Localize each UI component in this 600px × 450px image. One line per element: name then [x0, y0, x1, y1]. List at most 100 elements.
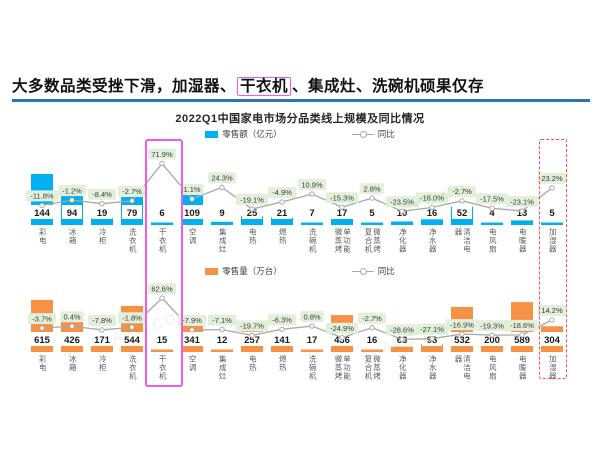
- value-微蒸烤复合机: 5: [369, 208, 375, 219]
- category-label-净化器: 净化器: [398, 228, 408, 254]
- bar-燃热: [271, 217, 293, 225]
- value-bg-洗碗机: [305, 205, 319, 219]
- yoy-marker-电暖器: [519, 332, 525, 338]
- yoy-label-bg-微蒸烤复合机: [358, 312, 386, 324]
- bar-净化器: [391, 346, 413, 352]
- yoy-label-净水器: -16.0%: [420, 194, 444, 203]
- yoy-label-bg-电暖器: [505, 319, 539, 331]
- yoy-label-bg-清洁电器: [448, 185, 476, 197]
- value-电暖器: 589: [514, 335, 530, 346]
- category-label-彩电: 彩电: [38, 355, 48, 372]
- value-干衣机: 6: [159, 208, 164, 219]
- value-冰箱: 426: [64, 335, 80, 346]
- category-label-电热: 电热: [248, 228, 258, 245]
- bar-净水器: [421, 343, 443, 352]
- chart-title: 2022Q1中国家电市场分品类线上规模及同比情况: [175, 113, 425, 125]
- legend-volume-line-label: 同比: [377, 266, 395, 276]
- yoy-label-bg-空调: [178, 314, 206, 326]
- bar-燃热: [271, 340, 293, 352]
- yoy-label-净水器: -27.1%: [420, 325, 444, 334]
- yoy-marker-集成灶: [219, 184, 225, 191]
- yoy-label-空调: 1.1%: [183, 185, 200, 194]
- yoy-label-bg-净化器: [385, 324, 419, 336]
- headline-underline: [12, 99, 590, 102]
- bar-冷柜: [91, 218, 113, 225]
- yoy-marker-电热: [249, 332, 255, 339]
- category-label-净水器: 净水器: [428, 355, 438, 381]
- category-label-集成灶: 集成灶: [218, 355, 228, 381]
- bar-加湿器: [541, 222, 563, 225]
- yoy-marker-冷柜: [99, 200, 105, 207]
- headline-prefix: 大多数品类受挫下滑，加湿器、: [12, 78, 237, 95]
- value-冷柜: 19: [97, 208, 108, 219]
- legend-item-volume-line: 同比: [351, 265, 395, 277]
- yoy-marker-洗衣机: [129, 198, 135, 204]
- yoy-label-bg-微蒸烤复合机: [360, 183, 384, 195]
- yoy-marker-空调: [189, 196, 195, 202]
- value-bg-集成灶: [215, 205, 229, 219]
- headline-highlighted-term: 干衣机: [240, 78, 289, 95]
- yoy-marker-电热: [249, 206, 255, 212]
- yoy-label-洗碗机: 10.9%: [301, 180, 323, 189]
- yoy-label-洗衣机: -1.8%: [122, 313, 142, 322]
- value-加湿器: 5: [549, 208, 555, 219]
- category-label-清洁电器: 清洁电器: [454, 355, 472, 381]
- legend-item-revenue-bar: 零售额（亿元）: [205, 128, 282, 140]
- value-洗碗机: 7: [309, 208, 314, 219]
- category-label-微蒸烤复合机: 微蒸烤复合机: [364, 228, 382, 254]
- value-bg-清洁电器: [452, 205, 472, 219]
- headline: 大多数品类受挫下滑，加湿器、 干衣机 、集成灶、洗碗机硕果仅存: [12, 74, 590, 97]
- yoy-label-电风扇: -17.5%: [480, 194, 504, 203]
- value-电风扇: 200: [484, 335, 500, 346]
- yoy-marker-净化器: [399, 336, 405, 343]
- yoy-label-bg-燃热: [268, 314, 296, 326]
- value-bg-冷柜: [88, 332, 116, 346]
- value-bg-彩电: [28, 205, 56, 219]
- yoy-marker-单功能微蒸烤: [339, 204, 345, 210]
- yoy-marker-燃热: [279, 199, 285, 205]
- yoy-label-集成灶: -7.1%: [212, 316, 232, 325]
- value-bg-加湿器: [538, 332, 566, 346]
- yoy-marker-燃热: [279, 326, 285, 332]
- yoy-label-冷柜: -8.4%: [92, 190, 112, 199]
- yoy-marker-洗衣机: [129, 324, 135, 330]
- bar-净水器: [421, 219, 443, 225]
- value-洗碗机: 17: [307, 335, 318, 346]
- value-洗衣机: 79: [127, 208, 138, 219]
- category-label-冷柜: 冷柜: [98, 228, 108, 245]
- yoy-label-bg-空调: [180, 183, 204, 195]
- yoy-label-bg-干衣机: [148, 148, 176, 160]
- bar-电暖器: [511, 220, 533, 225]
- bar-净化器: [391, 221, 413, 225]
- yoy-marker-电暖器: [519, 208, 525, 214]
- legend-revenue-line-label: 同比: [377, 129, 395, 139]
- yoy-marker-清洁电器: [459, 198, 465, 204]
- category-label-燃热: 燃热: [278, 355, 288, 372]
- value-bg-加湿器: [545, 205, 559, 219]
- yoy-label-bg-冷柜: [88, 188, 116, 200]
- yoy-markers-layer: [39, 160, 555, 214]
- yoy-marker-电风扇: [489, 205, 495, 211]
- yoy-label-净化器: -28.6%: [390, 326, 414, 335]
- yoy-line-swatch-icon: [351, 130, 374, 138]
- yoy-marker-洗碗机: [309, 191, 315, 197]
- value-bg-燃热: [268, 332, 296, 346]
- value-彩电: 144: [34, 208, 51, 219]
- yoy-label-bg-彩电: [28, 313, 56, 325]
- category-label-洗衣机: 洗衣机: [128, 355, 138, 381]
- yoy-label-燃热: -6.3%: [272, 315, 292, 324]
- category-label-洗衣机: 洗衣机: [128, 228, 138, 254]
- yoy-marker-冷柜: [99, 327, 105, 333]
- yoy-label-彩电: -11.8%: [30, 192, 54, 201]
- yoy-label-bg-加湿器: [538, 172, 566, 184]
- yoy-label-bg-电热: [235, 320, 269, 332]
- yoy-label-冰箱: 0.4%: [63, 312, 80, 321]
- value-单功能微蒸烤: 436: [334, 335, 350, 346]
- value-冷柜: 171: [94, 335, 111, 346]
- value-空调: 341: [184, 335, 201, 346]
- volume-category-labels: 彩电 冰箱 冷柜 洗衣机 干衣机 空调 集成灶 电热 燃热 洗碗机 单功能微蒸烤 微蒸烤复合机 净化器 净…: [0, 355, 600, 389]
- value-bg-冷柜: [92, 205, 112, 219]
- volume-bar-swatch-icon: [205, 267, 219, 275]
- category-label-电风扇: 电风扇: [488, 228, 498, 254]
- yoy-label-bg-单功能微蒸烤: [325, 322, 359, 334]
